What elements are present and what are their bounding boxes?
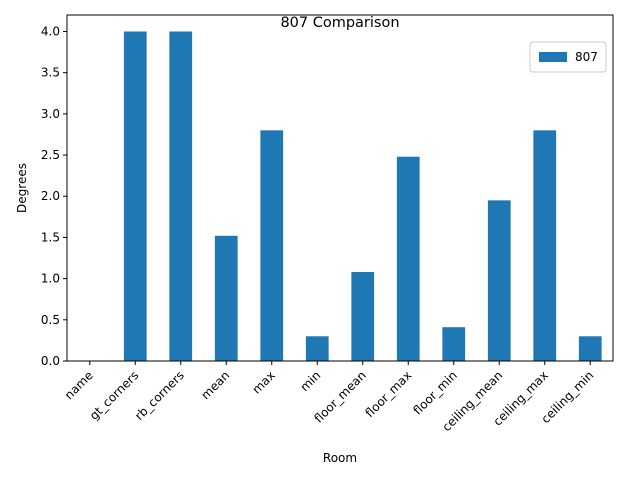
y-tick-label: 3.5: [41, 66, 60, 80]
bar: [533, 130, 557, 361]
legend-label: 807: [575, 50, 598, 64]
bar: [351, 272, 375, 361]
legend: 807: [529, 41, 607, 73]
y-tick-label: 1.5: [41, 230, 60, 244]
y-tick-label: 2.5: [41, 148, 60, 162]
legend-frame: [529, 41, 607, 73]
bar: [578, 336, 602, 361]
y-tick-label: 2.0: [41, 189, 60, 203]
bar: [123, 31, 147, 361]
y-tick-label: 4.0: [41, 24, 60, 38]
y-tick-label: 3.0: [41, 107, 60, 121]
bar: [169, 31, 193, 361]
bar: [305, 336, 329, 361]
y-axis-label: Degrees: [15, 163, 29, 213]
y-axis: 0.0 0.5 1.0 1.5 2.0 2.5 3.0 3.5 4.0: [41, 24, 67, 368]
y-tick-label: 0.0: [41, 354, 60, 368]
bar: [442, 327, 466, 361]
y-tick-label: 0.5: [41, 313, 60, 327]
chart-title: 807 Comparison: [280, 15, 399, 31]
bars-group: [123, 31, 602, 361]
bar: [487, 200, 511, 361]
x-axis-label: Room: [323, 451, 357, 465]
bar: [396, 156, 420, 361]
plot-frame: [66, 14, 614, 362]
y-tick-label: 1.0: [41, 272, 60, 286]
legend-swatch: [539, 52, 567, 62]
bar: [214, 235, 238, 361]
bar: [260, 130, 284, 361]
